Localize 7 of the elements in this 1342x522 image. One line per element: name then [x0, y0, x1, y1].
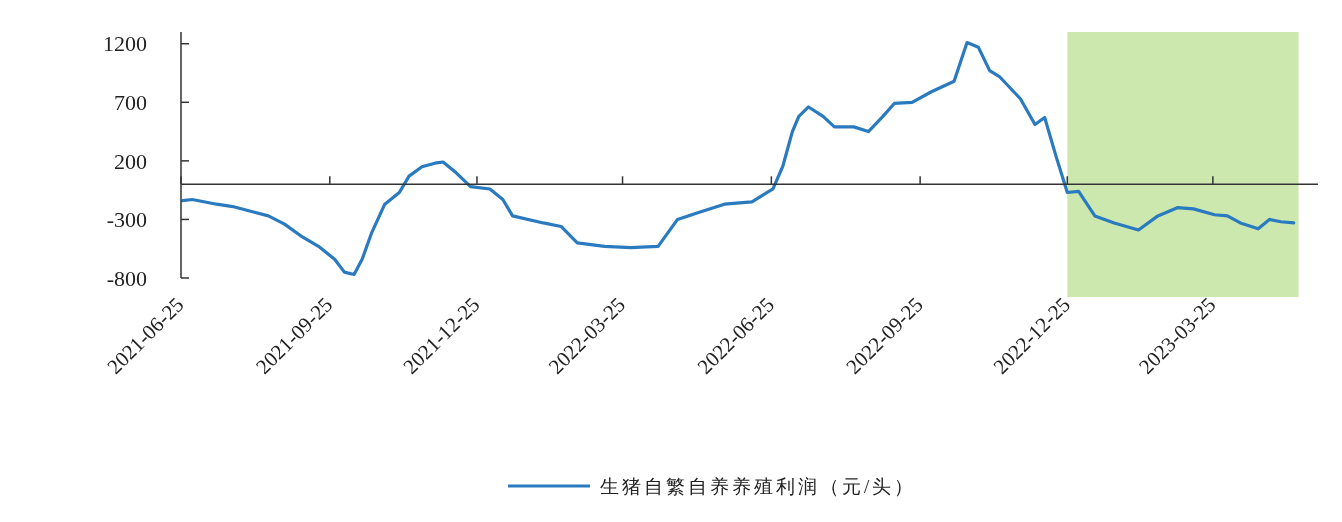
line-series [181, 40, 1296, 277]
y-tick-label: 700 [114, 89, 147, 115]
y-tick-label: -800 [106, 265, 147, 291]
legend-label: 生猪自繁自养养殖利润（元/头） [600, 475, 917, 497]
y-tick-label: 1200 [103, 31, 147, 57]
y-tick-label: -300 [106, 207, 147, 233]
y-tick-label: 200 [114, 148, 147, 174]
